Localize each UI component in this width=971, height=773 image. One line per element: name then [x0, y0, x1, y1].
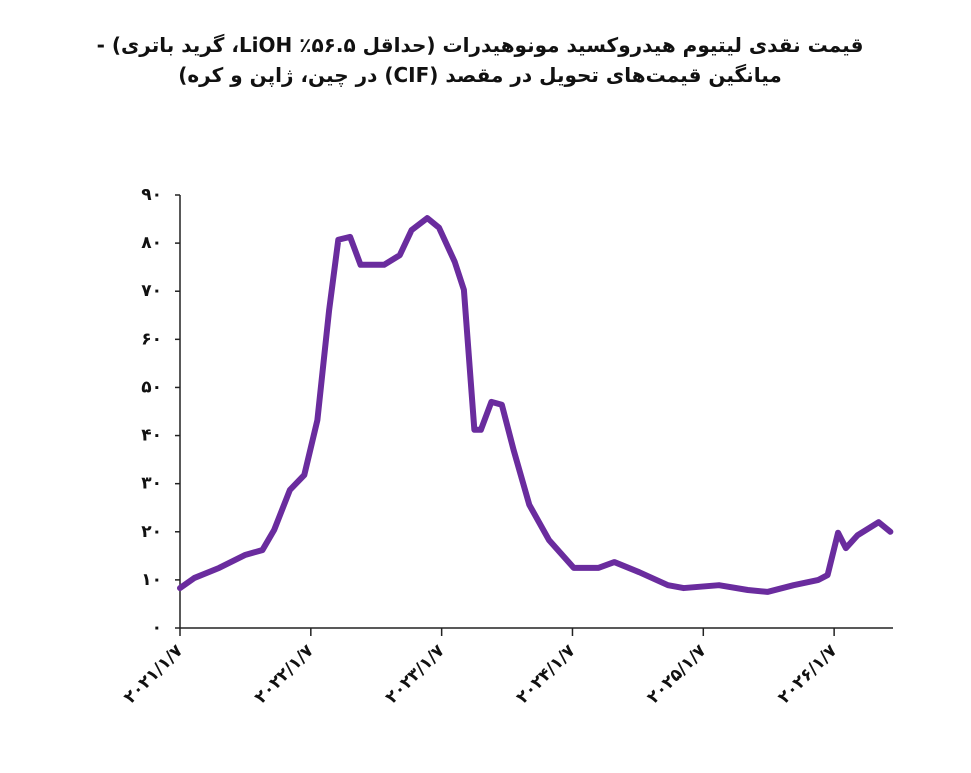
y-tick-label: ۶۰	[141, 329, 162, 349]
y-tick-label: ۹۰	[141, 185, 162, 205]
chart-title: قیمت نقدی لیتیوم هیدروکسید مونوهیدرات (ح…	[96, 33, 864, 87]
y-tick-label: ۳۰	[141, 474, 162, 494]
y-tick-label: ۱۰	[141, 570, 162, 590]
x-tick-label: ۲۰۲۳/۱/۷	[382, 640, 449, 707]
x-tick-label: ۲۰۲۵/۱/۷	[643, 640, 710, 707]
y-tick-label: ۰	[152, 618, 162, 638]
y-tick-label: ۴۰	[141, 426, 162, 446]
y-tick-label: ۸۰	[141, 233, 162, 253]
y-tick-label: ۲۰	[141, 522, 162, 542]
x-tick-label: ۲۰۲۶/۱/۷	[774, 640, 841, 707]
x-tick-label: ۲۰۲۴/۱/۷	[513, 640, 580, 707]
data-line	[177, 215, 894, 595]
x-tick-label: ۲۰۲۲/۱/۷	[251, 640, 318, 707]
y-tick-label: ۵۰	[141, 377, 162, 397]
y-tick-label: ۷۰	[141, 281, 162, 301]
x-tick-label: ۲۰۲۱/۱/۷	[120, 640, 187, 707]
